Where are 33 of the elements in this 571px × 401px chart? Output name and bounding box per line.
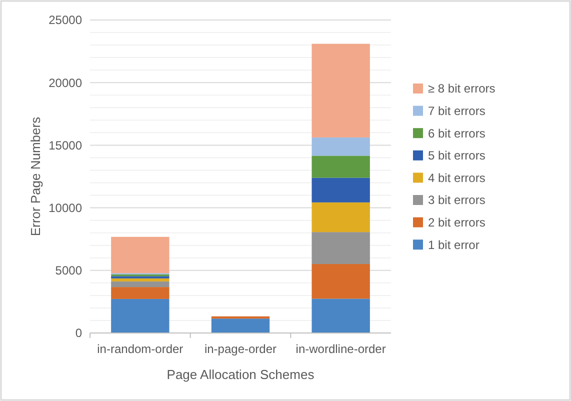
bar	[312, 44, 370, 138]
bar	[312, 178, 370, 202]
bar	[111, 287, 170, 299]
bar	[312, 232, 370, 264]
y-tick-label: 20000	[48, 76, 82, 90]
bar	[111, 281, 170, 288]
bar	[312, 156, 370, 178]
legend-label: 7 bit errors	[428, 104, 486, 118]
legend-label: 5 bit errors	[428, 148, 486, 163]
y-tick-label: 15000	[48, 138, 82, 152]
bar	[111, 236, 170, 274]
x-tick-label: in-page-order	[204, 342, 277, 356]
bar	[312, 202, 370, 232]
x-tick-label: in-random-order	[97, 342, 184, 356]
x-axis-title: Page Allocation Schemes	[166, 367, 315, 382]
legend-label: 1 bit error	[428, 238, 480, 252]
bar	[111, 298, 170, 333]
y-tick-label: 0	[75, 326, 82, 340]
y-axis-title: Error Page Numbers	[28, 116, 43, 236]
legend-label: ≥ 8 bit errors	[428, 82, 496, 96]
y-tick-label: 10000	[48, 201, 82, 215]
y-tick-label: 5000	[55, 264, 82, 278]
legend-label: 6 bit errors	[428, 126, 486, 140]
bar	[312, 298, 370, 333]
legend-label: 3 bit errors	[428, 193, 486, 208]
bar	[312, 264, 370, 299]
y-tick-label: 25000	[48, 13, 82, 28]
x-tick-label: in-wordline-order	[296, 342, 386, 356]
bar	[211, 318, 270, 333]
legend-label: 2 bit errors	[428, 216, 486, 230]
legend-label: 4 bit errors	[428, 170, 486, 185]
bar	[111, 278, 170, 282]
bar	[312, 137, 370, 156]
